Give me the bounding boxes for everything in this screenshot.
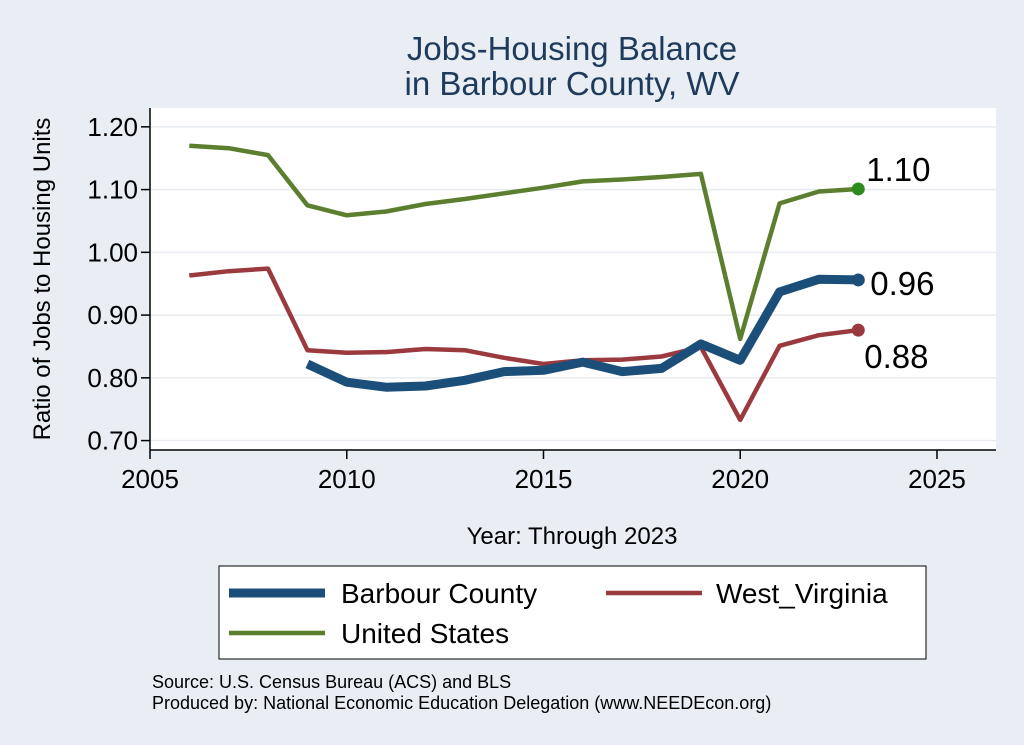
- end-label-west-virginia: 0.88: [864, 338, 928, 375]
- end-marker-united-states: [851, 182, 865, 196]
- legend-label-barbour-county: Barbour County: [341, 578, 537, 609]
- end-label-united-states: 1.10: [866, 151, 930, 188]
- produced-by-note: Produced by: National Economic Education…: [152, 693, 771, 713]
- x-axis-title: Year: Through 2023: [467, 523, 678, 550]
- chart-title-line-2: in Barbour County, WV: [404, 65, 739, 102]
- end-labels: 0.96 0.88 1.10: [864, 151, 934, 375]
- y-tick-label: 0.70: [87, 426, 138, 456]
- series-line-west-virginia: [189, 266, 859, 423]
- legend: Barbour County West_Virginia United States: [218, 565, 927, 660]
- end-marker-west-virginia: [851, 323, 865, 337]
- gridlines: [150, 126, 996, 442]
- y-tick-label: 0.90: [87, 300, 138, 330]
- y-axis-title: Ratio of Jobs to Housing Units: [29, 118, 56, 441]
- x-tick-label: 2020: [711, 464, 769, 494]
- end-label-barbour-county: 0.96: [870, 265, 934, 302]
- source-note: Source: U.S. Census Bureau (ACS) and BLS: [152, 672, 511, 692]
- y-tick-label: 1.00: [87, 237, 138, 267]
- legend-items: Barbour County West_Virginia United States: [229, 578, 888, 649]
- y-tick-label: 0.80: [87, 363, 138, 393]
- axes: [149, 108, 996, 451]
- x-tick-label: 2015: [515, 464, 573, 494]
- series-line-united-states: [189, 143, 859, 342]
- y-tick-label: 1.10: [87, 175, 138, 205]
- series-lines: [189, 143, 859, 423]
- x-ticks: 2005 2010 2015 2020 2025: [121, 450, 966, 494]
- legend-label-west-virginia: West_Virginia: [716, 578, 888, 609]
- x-tick-label: 2025: [908, 464, 966, 494]
- y-ticks: 0.70 0.80 0.90 1.00 1.10 1.20: [87, 112, 150, 456]
- legend-label-united-states: United States: [341, 618, 509, 649]
- legend-box: [218, 565, 927, 660]
- end-marker-barbour-county: [851, 273, 865, 287]
- chart-title-line-1: Jobs-Housing Balance: [407, 30, 737, 67]
- x-tick-label: 2005: [121, 464, 179, 494]
- x-tick-label: 2010: [318, 464, 376, 494]
- series-line-barbour-county: [305, 274, 859, 392]
- end-markers: [851, 182, 865, 337]
- y-tick-label: 1.20: [87, 112, 138, 142]
